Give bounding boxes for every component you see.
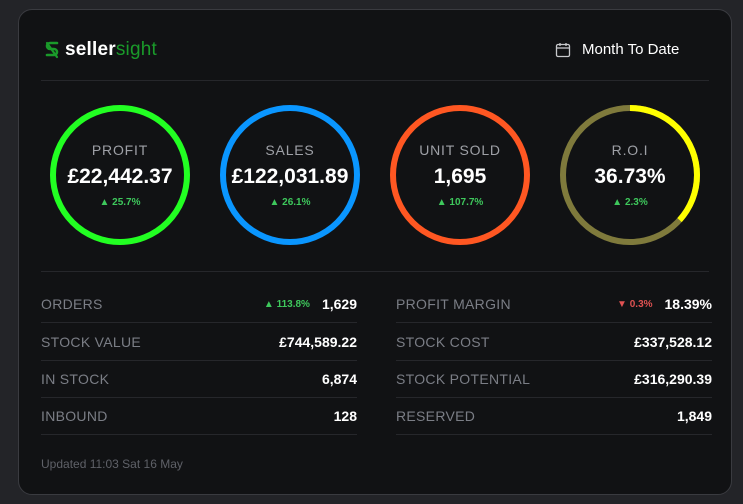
- kpi-change: ▲ 107.7%: [436, 197, 484, 208]
- kpi-roi[interactable]: R.O.I 36.73% ▲ 2.3%: [558, 103, 702, 247]
- kpi-change: ▲ 26.1%: [269, 197, 311, 208]
- period-selector[interactable]: Month To Date: [555, 41, 679, 58]
- kpi-value: £122,031.89: [231, 165, 349, 188]
- stat-value: £316,290.39: [634, 371, 712, 387]
- stat-label: IN STOCK: [41, 371, 110, 387]
- kpi-divider: [41, 271, 709, 272]
- kpi-value: 1,695: [433, 165, 487, 188]
- kpi-title: SALES: [265, 142, 315, 158]
- roi-ring-progress: [560, 105, 700, 245]
- stat-label: STOCK POTENTIAL: [396, 371, 531, 387]
- kpi-title: R.O.I: [611, 142, 649, 158]
- stat-row-stock-potential: STOCK POTENTIAL £316,290.39: [396, 361, 712, 398]
- stat-value: 128: [333, 408, 357, 424]
- calendar-icon: [555, 42, 571, 57]
- kpi-title: PROFIT: [91, 142, 149, 158]
- stat-label: STOCK VALUE: [41, 334, 142, 350]
- stat-delta: ▼ 0.3%: [617, 298, 653, 310]
- stat-value: 6,874: [321, 371, 357, 387]
- stat-row-stock-value: STOCK VALUE £744,589.22: [41, 324, 357, 361]
- kpi-change: ▲ 25.7%: [99, 197, 141, 208]
- stat-label: STOCK COST: [396, 334, 490, 350]
- stat-label: PROFIT MARGIN: [396, 296, 511, 312]
- stat-value: £744,589.22: [279, 334, 357, 350]
- kpi-profit[interactable]: PROFIT £22,442.37 ▲ 25.7%: [48, 103, 192, 247]
- stat-row-profit-margin: PROFIT MARGIN ▼ 0.3% 18.39%: [396, 286, 712, 323]
- profit-ring: [50, 105, 190, 245]
- kpi-title: UNIT SOLD: [419, 142, 501, 158]
- kpi-units[interactable]: UNIT SOLD 1,695 ▲ 107.7%: [388, 103, 532, 247]
- stat-label: INBOUND: [41, 408, 108, 424]
- stat-value: 18.39%: [664, 296, 712, 312]
- kpi-value: £22,442.37: [67, 165, 173, 188]
- stat-value: 1,849: [676, 408, 712, 424]
- stat-row-orders: ORDERS ▲ 113.8% 1,629: [41, 286, 357, 323]
- header-divider: [41, 80, 709, 81]
- stat-value: £337,528.12: [634, 334, 712, 350]
- units-ring: [390, 105, 530, 245]
- kpi-sales[interactable]: SALES £122,031.89 ▲ 26.1%: [218, 103, 362, 247]
- stat-value: 1,629: [321, 296, 357, 312]
- dashboard-card: sellersight Month To Date PROFIT £22,442…: [18, 9, 732, 495]
- period-label: Month To Date: [582, 41, 680, 58]
- brand-name: sellersight: [65, 39, 157, 60]
- stat-label: RESERVED: [396, 408, 476, 424]
- kpi-change: ▲ 2.3%: [612, 197, 648, 208]
- stat-row-in-stock: IN STOCK 6,874: [41, 361, 357, 398]
- sellersight-logo-icon: [45, 41, 59, 59]
- kpi-value: 36.73%: [594, 165, 666, 188]
- stat-row-reserved: RESERVED 1,849: [396, 398, 712, 435]
- stat-row-stock-cost: STOCK COST £337,528.12: [396, 324, 712, 361]
- sales-ring: [220, 105, 360, 245]
- roi-ring: [560, 105, 700, 245]
- updated-timestamp: Updated 11:03 Sat 16 May: [41, 457, 183, 471]
- stat-row-inbound: INBOUND 128: [41, 398, 357, 435]
- stat-label: ORDERS: [41, 296, 103, 312]
- brand-logo[interactable]: sellersight: [43, 38, 157, 62]
- stat-delta: ▲ 113.8%: [263, 298, 310, 310]
